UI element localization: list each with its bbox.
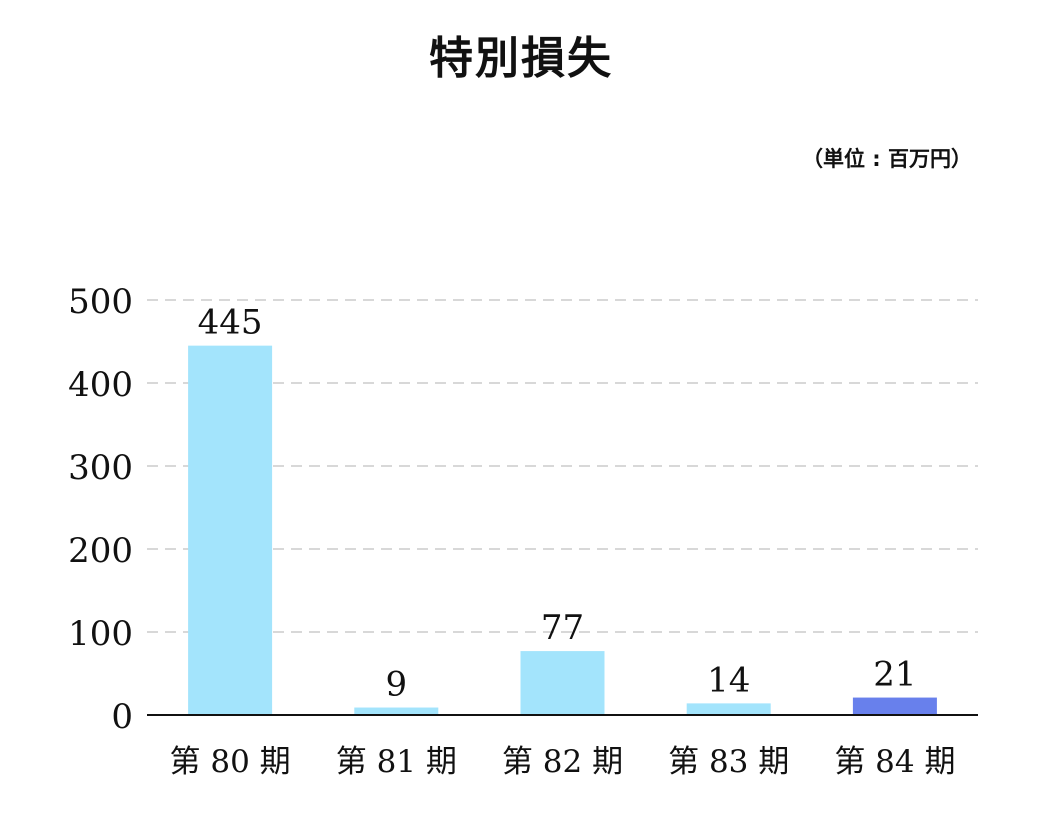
bar [520,651,605,715]
x-tick-label: 第 84 期 [834,744,955,780]
bar-value-label: 21 [873,655,916,695]
y-tick-label: 300 [68,448,133,488]
chart-title: 特別損失 [429,33,613,84]
bar [852,697,937,715]
labels: 0 100 200 300 400 500 445 第 80 期 9 第 81 期 77 第 82 期… [68,282,955,780]
unit-label: （単位 : 百万円） [801,147,972,171]
y-tick-label: 200 [68,531,133,571]
bar-value-label: 445 [198,303,263,343]
bar [188,345,273,715]
bar [354,707,439,715]
y-tick-label: 0 [111,697,133,737]
y-tick-label: 400 [68,365,133,405]
x-tick-label: 第 82 期 [502,744,623,780]
bar [686,703,771,715]
x-tick-label: 第 83 期 [668,744,789,780]
bars [188,345,937,715]
grid-lines [147,299,978,633]
y-tick-label: 500 [68,282,133,322]
y-tick-label: 100 [68,614,133,654]
x-tick-label: 第 80 期 [170,744,291,780]
bar-value-label: 14 [707,660,750,700]
x-tick-label: 第 81 期 [336,744,457,780]
bar-value-label: 77 [541,608,584,648]
bar-value-label: 9 [385,665,407,705]
